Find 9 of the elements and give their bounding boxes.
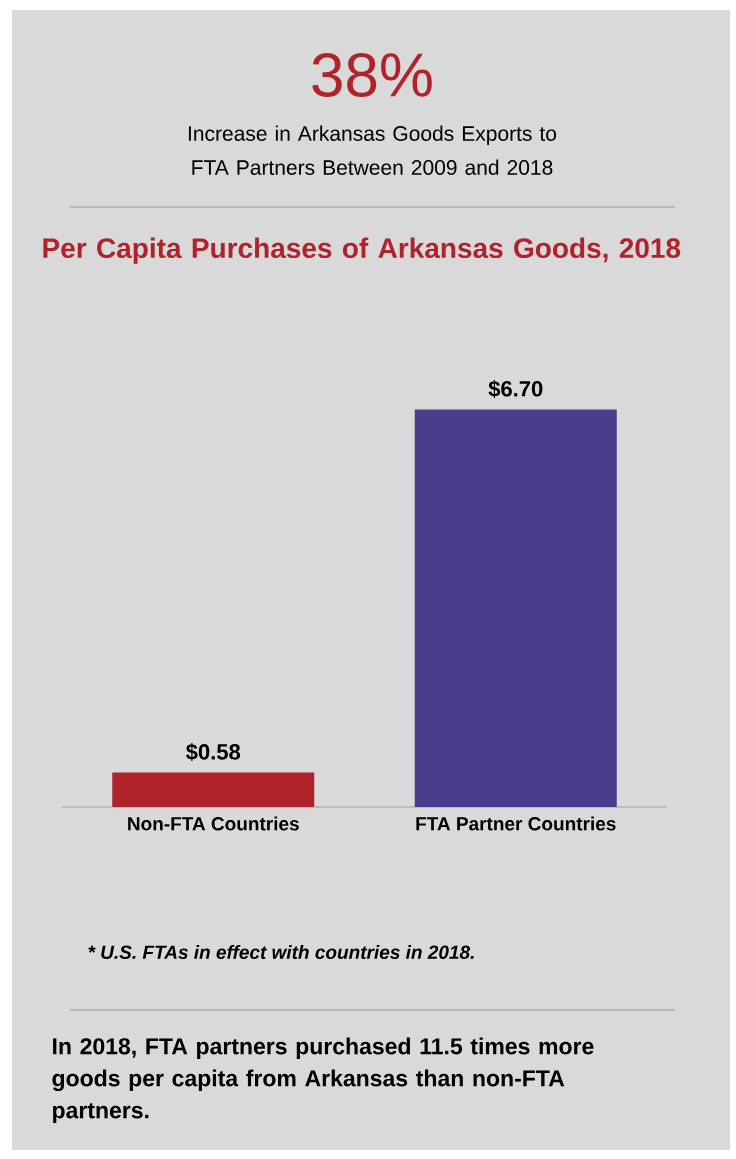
text: Increase in Arkansas Goods Exports to FTA Partners Between 2009 and 2018 — [188, 125, 557, 175]
data-label: $6.70 — [488, 380, 543, 398]
data-label: $0.58 — [186, 743, 241, 762]
x-tick-label: FTA Partner Countries — [416, 816, 616, 831]
chart-title: Per Capita Purchases of Arkansas Goods, 2018 — [43, 237, 681, 264]
text: * U.S. FTAs in effect with countries in 2018. — [88, 945, 474, 959]
text: 38% — [312, 53, 432, 97]
text: In 2018, FTA partners purchased 11.5 times more goods per capita from Arkansas than non-FTA partners. — [52, 1037, 594, 1123]
x-tick-label: Non-FTA Countries — [128, 816, 299, 831]
